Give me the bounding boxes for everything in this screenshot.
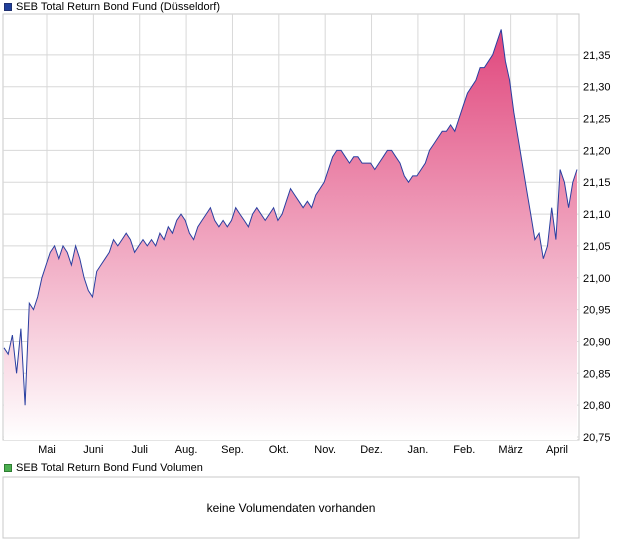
x-tick-label: Mai bbox=[38, 444, 56, 456]
x-tick-label: Sep. bbox=[221, 444, 244, 456]
y-tick-label: 20,85 bbox=[583, 368, 611, 380]
price-area bbox=[4, 29, 577, 441]
y-tick-label: 21,35 bbox=[583, 50, 611, 62]
price-line bbox=[3, 29, 578, 406]
y-tick-label: 21,00 bbox=[583, 273, 611, 285]
volume-empty-message: keine Volumendaten vorhanden bbox=[206, 501, 376, 515]
y-tick-label: 21,15 bbox=[583, 177, 611, 189]
volume-legend: SEB Total Return Bond Fund Volumen bbox=[4, 462, 203, 474]
price-legend: SEB Total Return Bond Fund (Düsseldorf) bbox=[4, 1, 220, 13]
x-tick-label: Feb. bbox=[453, 444, 475, 456]
y-tick-label: 21,10 bbox=[583, 209, 611, 221]
price-legend-label: SEB Total Return Bond Fund (Düsseldorf) bbox=[16, 1, 221, 13]
y-tick-label: 21,20 bbox=[583, 145, 611, 157]
y-tick-label: 20,75 bbox=[583, 432, 611, 444]
x-tick-label: Nov. bbox=[314, 444, 336, 456]
price-legend-swatch bbox=[4, 3, 12, 11]
x-tick-label: Aug. bbox=[175, 444, 198, 456]
y-tick-label: 20,80 bbox=[583, 400, 611, 412]
y-tick-label: 20,90 bbox=[583, 336, 611, 348]
volume-legend-label: SEB Total Return Bond Fund Volumen bbox=[16, 462, 203, 474]
x-tick-label: März bbox=[498, 444, 522, 456]
x-tick-label: April bbox=[546, 444, 568, 456]
x-tick-label: Okt. bbox=[269, 444, 289, 456]
x-tick-label: Dez. bbox=[360, 444, 383, 456]
x-axis: Mai Juni Juli Aug. Sep. Okt. Nov. Dez. Jan. Feb. M… bbox=[38, 444, 568, 456]
y-tick-label: 20,95 bbox=[583, 305, 611, 317]
y-tick-label: 21,30 bbox=[583, 82, 611, 94]
volume-legend-swatch bbox=[4, 464, 12, 472]
x-tick-label: Juli bbox=[131, 444, 148, 456]
y-tick-label: 21,05 bbox=[583, 241, 611, 253]
y-tick-label: 21,25 bbox=[583, 114, 611, 126]
y-axis: 21,35 21,30 21,25 21,20 21,15 21,10 21,05 21,00… bbox=[583, 50, 611, 444]
x-tick-label: Juni bbox=[83, 444, 103, 456]
x-tick-label: Jan. bbox=[408, 444, 429, 456]
volume-plot-frame bbox=[2, 476, 580, 539]
